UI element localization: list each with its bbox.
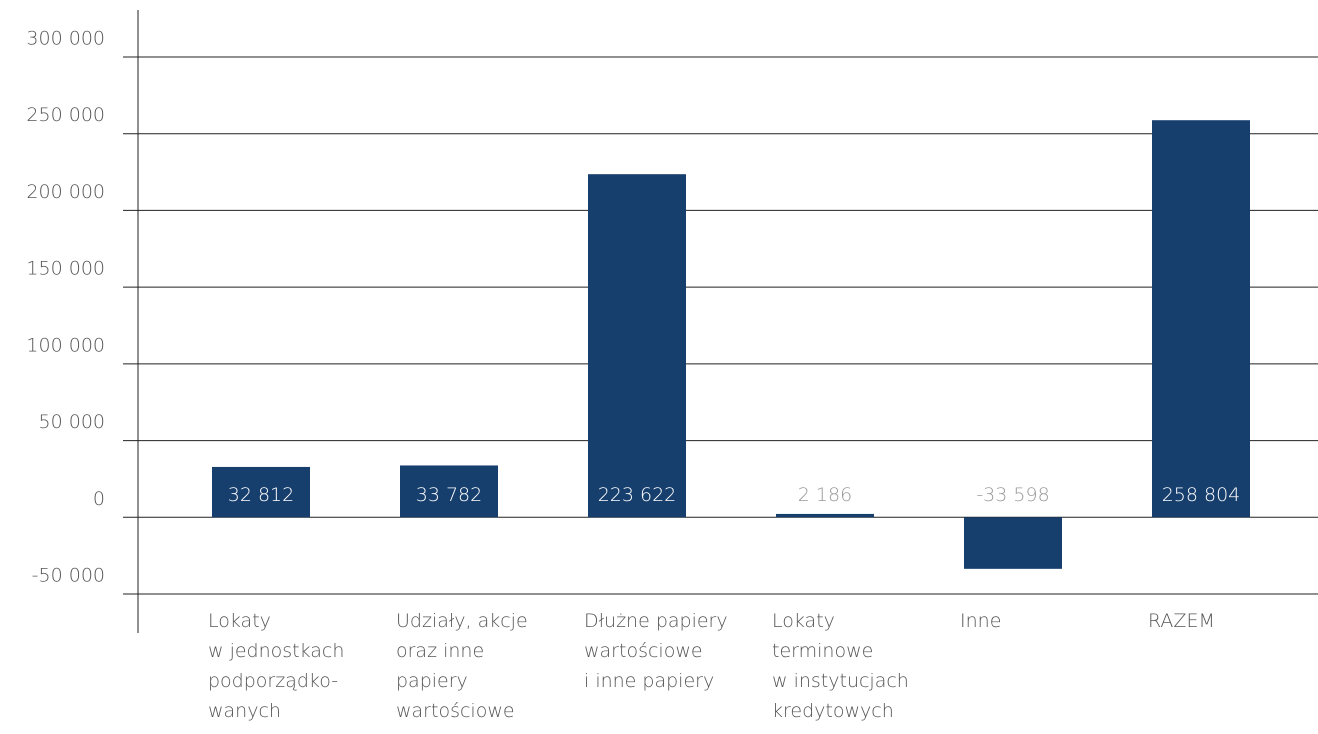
x-tick-label: Inne [960, 610, 1002, 632]
x-tick-label: Dłużne papiery wartościowe i inne papier… [584, 610, 728, 692]
y-tick-label: 300 000 [26, 28, 105, 50]
bar [964, 517, 1062, 569]
bar [776, 513, 874, 518]
value-label: 2 186 [798, 484, 852, 506]
value-label: 33 782 [416, 484, 482, 506]
value-label: 32 812 [228, 484, 294, 506]
value-label: -33 598 [976, 484, 1049, 506]
bar [588, 174, 686, 518]
bar [1152, 120, 1250, 518]
y-tick-label: 200 000 [26, 181, 105, 203]
y-tick-label: -50 000 [32, 565, 105, 587]
x-tick-label: RAZEM [1148, 610, 1215, 632]
y-tick-label: 50 000 [39, 411, 105, 433]
value-label: 223 622 [598, 484, 677, 506]
y-tick-label: 250 000 [26, 104, 105, 126]
y-tick-label: 150 000 [26, 258, 105, 280]
value-label: 258 804 [1162, 484, 1241, 506]
bar [400, 465, 498, 518]
x-tick-label: Lokaty terminowe w instytucjach kredytow… [772, 610, 909, 722]
y-tick-label: 100 000 [26, 334, 105, 356]
bar [212, 466, 310, 518]
y-tick-label: 0 [93, 488, 105, 510]
x-tick-label: Udziały, akcje oraz inne papiery wartośc… [396, 610, 528, 722]
x-tick-label: Lokaty w jednostkach podporządko- wanych [208, 610, 345, 722]
